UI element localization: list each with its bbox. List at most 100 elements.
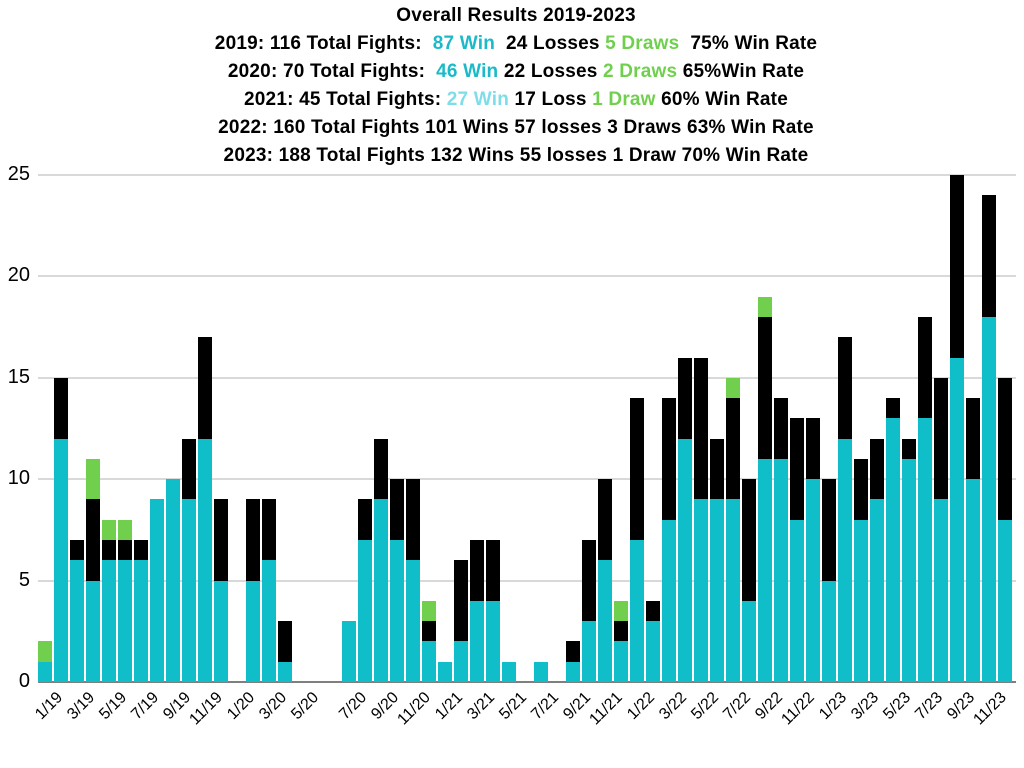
bar-wins-9/23 <box>950 357 965 682</box>
x-axis-tick-label: 5/23 <box>879 689 914 724</box>
bar-wins-3/20 <box>262 560 277 682</box>
bar-losses-3/23 <box>854 458 869 520</box>
wins-highlight: 87 Win <box>432 33 495 54</box>
bar-wins-10/23 <box>966 479 981 682</box>
bar-losses-2/20 <box>246 499 261 581</box>
bar-losses-3/21 <box>470 540 485 601</box>
bar-losses-3/22 <box>662 398 677 520</box>
y-axis-tick-label: 5 <box>18 568 30 591</box>
wins-highlight: 46 Win <box>436 61 499 82</box>
x-axis-tick-label: 5/19 <box>95 689 130 724</box>
bar-losses-11/20 <box>406 479 421 561</box>
bar-wins-9/22 <box>758 458 773 682</box>
bar-wins-10/22 <box>774 458 789 682</box>
x-axis-tick-label: 11/21 <box>586 689 626 729</box>
x-axis-tick-label: 3/22 <box>655 689 690 724</box>
bar-losses-8/22 <box>742 479 757 601</box>
x-axis-tick-label: 5/22 <box>687 689 722 724</box>
bar-losses-7/23 <box>918 316 933 419</box>
bar-wins-11/21 <box>598 560 613 682</box>
y-axis-tick-label: 10 <box>7 467 30 490</box>
bar-losses-12/21 <box>614 621 629 642</box>
bar-losses-12/19 <box>214 499 229 581</box>
bar-losses-9/21 <box>566 641 581 662</box>
title-text: Overall Results 2019-2023 <box>396 5 636 26</box>
draws-highlight: 2 Draws <box>603 61 678 82</box>
bar-losses-3/20 <box>262 499 277 561</box>
x-axis-tick-label: 11/22 <box>778 689 818 729</box>
bar-wins-5/23 <box>886 418 901 682</box>
bar-wins-7/21 <box>534 661 549 682</box>
title-text: 65%Win Rate <box>677 61 805 82</box>
draws-highlight: 5 Draws <box>605 33 680 54</box>
bar-losses-7/19 <box>134 540 149 561</box>
bar-wins-3/21 <box>470 600 485 682</box>
y-axis-tick-label: 0 <box>18 670 30 692</box>
bar-losses-6/19 <box>118 540 133 561</box>
bar-wins-3/22 <box>662 519 677 682</box>
bar-losses-10/19 <box>182 438 197 500</box>
bar-wins-3/19 <box>70 560 85 682</box>
chart-title-line-2: 2020: 70 Total Fights: 46 Win 22 Losses … <box>4 58 1024 86</box>
bar-wins-8/20 <box>358 540 373 682</box>
bar-wins-10/19 <box>182 499 197 682</box>
bar-losses-9/20 <box>374 438 389 500</box>
bar-wins-4/23 <box>870 499 885 682</box>
bar-losses-10/22 <box>774 398 789 459</box>
title-text: 75% Win Rate <box>679 33 818 54</box>
bar-losses-8/20 <box>358 499 373 541</box>
x-axis-tick-label: 1/22 <box>623 689 658 724</box>
bar-wins-6/23 <box>902 458 917 682</box>
bar-losses-4/20 <box>278 621 293 662</box>
x-axis-line <box>38 681 1016 683</box>
chart-title-line-5: 2023: 188 Total Fights 132 Wins 55 losse… <box>4 142 1024 170</box>
bar-wins-4/20 <box>278 661 293 682</box>
bar-losses-3/19 <box>70 540 85 561</box>
bar-wins-9/19 <box>166 479 181 682</box>
bar-wins-6/19 <box>118 560 133 682</box>
bar-wins-7/23 <box>918 418 933 682</box>
bar-losses-10/20 <box>390 479 405 541</box>
chart-title-line-4: 2022: 160 Total Fights 101 Wins 57 losse… <box>4 114 1024 142</box>
x-axis-tick-label: 1/21 <box>431 689 466 724</box>
bar-wins-5/21 <box>502 661 517 682</box>
bar-wins-12/23 <box>998 519 1013 682</box>
title-text: 22 Losses <box>498 61 604 82</box>
bar-draws-4/19 <box>86 458 101 500</box>
bar-losses-9/23 <box>950 175 965 358</box>
bar-draws-7/22 <box>726 377 741 399</box>
bar-losses-5/22 <box>694 357 709 500</box>
bar-wins-12/21 <box>614 641 629 682</box>
bar-wins-12/22 <box>806 479 821 682</box>
bar-losses-2/23 <box>838 337 853 439</box>
bar-wins-8/22 <box>742 600 757 682</box>
x-axis-tick-label: 5/21 <box>495 689 530 724</box>
bar-losses-5/19 <box>102 540 117 561</box>
y-axis-tick-label: 15 <box>7 365 30 388</box>
gridline-5 <box>38 579 1016 582</box>
bar-losses-6/23 <box>902 438 917 459</box>
chart-title-block: Overall Results 2019-2023 2019: 116 Total… <box>4 2 1024 170</box>
bar-losses-6/22 <box>710 438 725 500</box>
title-text: 17 Loss <box>509 89 593 110</box>
bar-wins-5/22 <box>694 499 709 682</box>
chart-title-line-0: Overall Results 2019-2023 <box>4 2 1024 30</box>
bar-wins-2/22 <box>646 621 661 682</box>
draws-highlight: 1 Draw <box>592 89 656 110</box>
x-axis-tick-label: 3/21 <box>463 689 498 724</box>
x-axis-tick-label: 1/23 <box>815 689 850 724</box>
bar-wins-9/21 <box>566 661 581 682</box>
bar-losses-10/21 <box>582 540 597 622</box>
bar-wins-6/22 <box>710 499 725 682</box>
bar-losses-7/22 <box>726 398 741 500</box>
bar-wins-4/21 <box>486 600 501 682</box>
bar-losses-1/23 <box>822 479 837 581</box>
bar-losses-11/22 <box>790 418 805 520</box>
bar-wins-1/22 <box>630 540 645 682</box>
bar-wins-12/20 <box>422 641 437 682</box>
x-axis-tick-label: 11/23 <box>970 689 1010 729</box>
bar-losses-4/22 <box>678 357 693 439</box>
bar-wins-2/23 <box>838 438 853 682</box>
bar-wins-3/23 <box>854 519 869 682</box>
bar-losses-2/22 <box>646 600 661 622</box>
